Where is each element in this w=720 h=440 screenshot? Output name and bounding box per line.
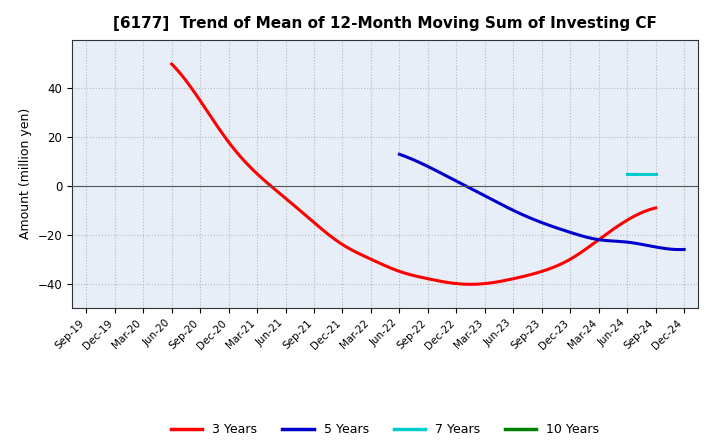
Title: [6177]  Trend of Mean of 12-Month Moving Sum of Investing CF: [6177] Trend of Mean of 12-Month Moving … xyxy=(113,16,657,32)
Y-axis label: Amount (million yen): Amount (million yen) xyxy=(19,108,32,239)
Legend: 3 Years, 5 Years, 7 Years, 10 Years: 3 Years, 5 Years, 7 Years, 10 Years xyxy=(166,418,604,440)
